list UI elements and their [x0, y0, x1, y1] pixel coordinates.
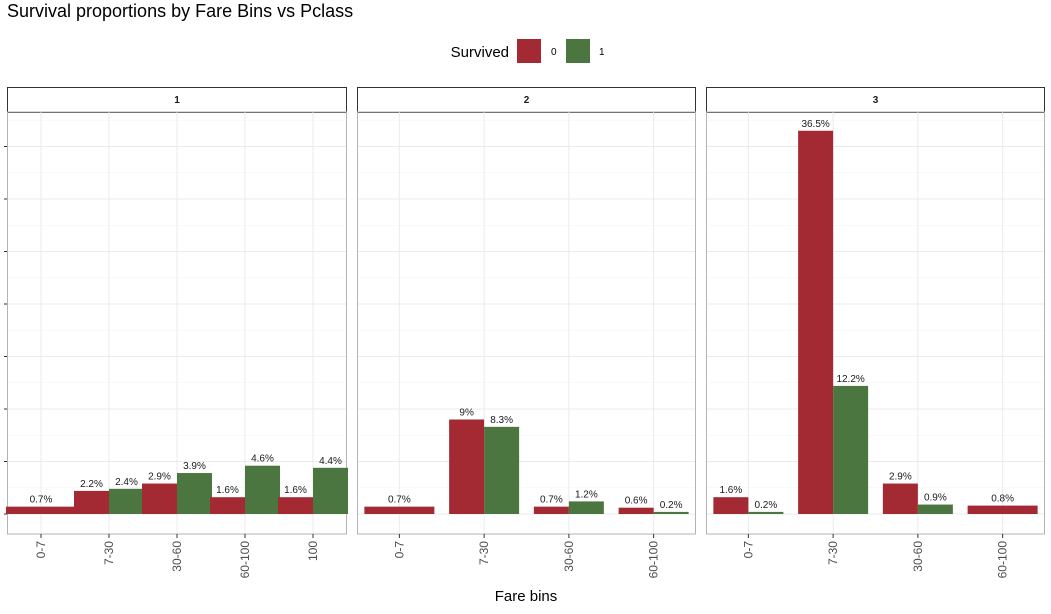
legend: Survived 0 1: [451, 39, 605, 63]
panel-strip-label: 1: [174, 95, 180, 106]
bar-3-0-7-s0: [713, 497, 749, 514]
bar-1-7-30-s1: [109, 488, 144, 514]
bar-1-7-30-s0: [74, 490, 109, 514]
legend-key-1: [566, 39, 590, 63]
data-label: 2.9%: [889, 472, 912, 483]
x-tick-label: 0-7: [34, 541, 48, 559]
x-tick-label: 30-60: [911, 541, 925, 572]
data-label: 9%: [459, 408, 474, 419]
data-label: 4.6%: [251, 454, 274, 465]
bar-3-7-30-s0: [798, 130, 834, 514]
panel-border: [357, 111, 696, 535]
data-label: 8.3%: [490, 415, 513, 426]
bar-2-30-60-s1: [568, 501, 604, 514]
bar-1-60-100-s1: [245, 465, 280, 514]
bar-1-60-100-s0: [210, 497, 245, 514]
bar-1-30-60-s1: [177, 473, 212, 514]
legend-key-0: [517, 39, 541, 63]
bar-3-7-30-s1: [833, 385, 869, 514]
bar-3-60-100-s0: [967, 505, 1038, 514]
panels: 1 0.7% 0-7 2.2% 2.4% 7-30 2.9% 3.9% 30-60 1.6% 4.6…: [4, 87, 1045, 579]
x-tick-label: 7-30: [826, 541, 840, 565]
legend-title: Survived: [451, 44, 509, 61]
x-tick-label: 30-60: [562, 541, 576, 572]
data-label: 0.7%: [388, 495, 411, 506]
data-label: 0.6%: [625, 496, 648, 507]
bar-2-7-30-s1: [484, 426, 520, 514]
legend-label-0: 0: [551, 47, 557, 58]
x-tick-label: 60-100: [647, 541, 661, 579]
bar-3-30-60-s1: [917, 504, 953, 514]
data-label: 2.9%: [148, 472, 171, 483]
panel-strip: [357, 87, 696, 113]
data-label: 1.6%: [719, 485, 742, 496]
x-tick-label: 60-100: [238, 541, 252, 579]
data-label: 2.2%: [80, 479, 103, 490]
panel-border: [706, 111, 1045, 535]
data-label: 36.5%: [801, 119, 829, 130]
data-label: 1.6%: [284, 485, 307, 496]
x-tick-label: 0-7: [741, 541, 755, 559]
x-tick-label: 30-60: [170, 541, 184, 572]
data-label: 0.9%: [924, 493, 947, 504]
bar-2-0-7-s0: [364, 506, 435, 514]
x-tick-label: 7-30: [477, 541, 491, 565]
x-axis-title: Fare bins: [495, 588, 558, 605]
bar-3-0-7-s1: [748, 511, 784, 514]
panel-3: 3 1.6% 0.2% 0-7 36.5% 12.2% 7-30 2.9% 0.9% 30-60 0…: [706, 87, 1045, 579]
data-label: 12.2%: [836, 374, 864, 385]
bar-1-100-s1: [313, 467, 348, 514]
data-label: 0.8%: [991, 494, 1014, 505]
bar-2-60-100-s0: [618, 507, 654, 514]
data-label: 1.6%: [216, 485, 239, 496]
chart-title: Survival proportions by Fare Bins vs Pcl…: [7, 1, 353, 21]
bar-2-30-60-s0: [533, 506, 569, 514]
data-label: 0.7%: [30, 495, 53, 506]
data-label: 3.9%: [183, 461, 206, 472]
data-label: 0.2%: [754, 500, 777, 511]
bar-1-30-60-s0: [142, 483, 177, 514]
panel-strip: [706, 87, 1045, 113]
x-tick-label: 100: [306, 541, 320, 561]
bar-3-30-60-s0: [882, 483, 918, 514]
data-label: 1.2%: [575, 489, 598, 500]
panel-strip-label: 3: [873, 95, 879, 106]
panel-1: 1 0.7% 0-7 2.2% 2.4% 7-30 2.9% 3.9% 30-60 1.6% 4.6…: [4, 87, 348, 579]
x-tick-label: 0-7: [392, 541, 406, 559]
data-label: 4.4%: [319, 456, 342, 467]
bar-1-100-s0: [278, 497, 313, 514]
bar-2-7-30-s0: [449, 419, 485, 514]
panel-2: 2 0.7% 0-7 9% 8.3% 7-30 0.7% 1.2% 30-60 0.6% 0.2% 6…: [357, 87, 696, 579]
data-label: 2.4%: [115, 477, 138, 488]
bar-1-0-7-s0: [6, 506, 76, 514]
panel-strip-label: 2: [524, 95, 530, 106]
bar-2-60-100-s1: [653, 511, 689, 514]
x-tick-label: 60-100: [996, 541, 1010, 579]
panel-strip: [7, 87, 347, 113]
legend-label-1: 1: [599, 47, 605, 58]
x-tick-label: 7-30: [102, 541, 116, 565]
data-label: 0.7%: [540, 495, 563, 506]
data-label: 0.2%: [660, 500, 683, 511]
